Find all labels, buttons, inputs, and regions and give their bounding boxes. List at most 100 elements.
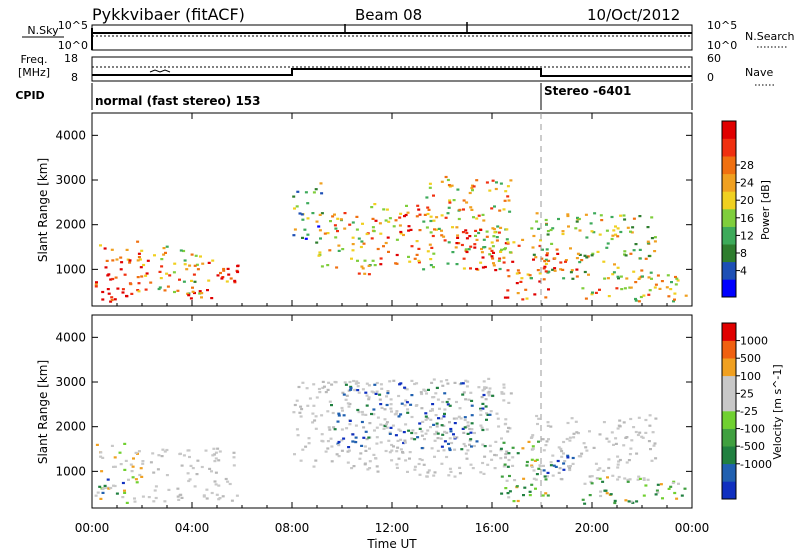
echo-cell <box>426 417 430 420</box>
echo-cell <box>567 465 570 468</box>
echo-cell <box>488 247 492 250</box>
echo-cell <box>637 277 641 280</box>
echo-cell <box>415 253 419 256</box>
echo-cell <box>99 451 103 454</box>
echo-cell <box>110 444 114 447</box>
echo-cell <box>370 206 374 209</box>
echo-cell <box>233 281 237 284</box>
echo-cell <box>490 255 494 258</box>
echo-cell <box>515 272 519 275</box>
echo-cell <box>616 455 620 458</box>
echo-cell <box>654 493 658 496</box>
echo-cell <box>378 222 382 225</box>
echo-cell <box>386 392 390 395</box>
echo-cell <box>367 398 371 401</box>
echo-cell <box>624 436 628 439</box>
echo-cell <box>607 440 611 443</box>
echo-cell <box>465 231 469 235</box>
echo-cell <box>351 433 355 436</box>
echo-cell <box>404 399 408 402</box>
echo-cell <box>465 250 469 254</box>
colorbar-cell <box>722 226 736 245</box>
echo-cell <box>644 418 648 422</box>
echo-cell <box>385 423 388 426</box>
echo-cell <box>448 448 452 452</box>
echo-cell <box>293 403 297 407</box>
echo-cell <box>448 404 452 407</box>
echo-cell <box>591 252 595 255</box>
echo-cell <box>419 391 423 394</box>
echo-cell <box>442 424 446 427</box>
echo-cell <box>385 421 389 424</box>
echo-cell <box>614 233 618 236</box>
echo-cell <box>363 463 367 466</box>
echo-cell <box>432 219 436 222</box>
echo-cell <box>208 467 212 470</box>
echo-cell <box>301 218 305 221</box>
echo-cell <box>373 264 377 267</box>
echo-cell <box>500 248 503 251</box>
echo-cell <box>511 456 515 459</box>
echo-cell <box>492 251 495 254</box>
echo-cell <box>564 260 567 263</box>
echo-cell <box>321 386 325 389</box>
echo-cell <box>306 217 310 220</box>
echo-cell <box>165 448 169 452</box>
echo-cell <box>443 440 447 443</box>
echo-cell <box>389 426 393 429</box>
echo-cell <box>139 467 143 470</box>
echo-cell <box>484 405 488 408</box>
echo-cell <box>545 475 549 478</box>
echo-cell <box>375 442 379 445</box>
echo-cell <box>236 270 240 274</box>
echo-cell <box>364 391 368 394</box>
echo-cell <box>482 472 486 475</box>
echo-cell <box>506 241 510 244</box>
echo-cell <box>411 429 415 432</box>
date-title: 10/Oct/2012 <box>587 6 680 24</box>
echo-cell <box>401 451 404 454</box>
echo-cell <box>535 212 539 215</box>
echo-cell <box>452 417 456 420</box>
echo-cell <box>350 257 353 260</box>
echo-cell <box>348 402 352 406</box>
echo-cell <box>134 478 138 481</box>
echo-cell <box>110 296 114 299</box>
echo-cell <box>477 214 481 217</box>
echo-cell <box>334 227 338 230</box>
echo-cell <box>106 478 110 481</box>
echo-cell <box>386 390 390 393</box>
echo-cell <box>340 428 344 431</box>
echo-cell <box>398 224 402 227</box>
echo-cell <box>584 446 588 449</box>
echo-cell <box>462 391 466 394</box>
echo-cell <box>425 226 429 229</box>
echo-cell <box>581 498 585 501</box>
echo-cell <box>293 453 296 456</box>
echo-cell <box>373 383 377 386</box>
echo-cell <box>546 421 550 424</box>
echo-cell <box>429 264 433 267</box>
freq-label: Freq. <box>20 53 47 66</box>
echo-cell <box>161 448 165 451</box>
echo-cell <box>423 213 427 216</box>
echo-cell <box>583 270 587 274</box>
echo-cell <box>156 468 160 471</box>
echo-cell <box>153 489 157 492</box>
echo-cell <box>355 228 359 231</box>
echo-cell <box>441 433 445 436</box>
echo-cell <box>176 487 180 490</box>
echo-cell <box>142 263 146 267</box>
echo-cell <box>339 218 343 221</box>
echo-cell <box>385 208 389 211</box>
echo-cell <box>353 388 357 391</box>
echo-cell <box>370 390 374 393</box>
echo-cell <box>648 414 652 417</box>
echo-cell <box>379 383 383 386</box>
echo-cell <box>395 463 399 466</box>
echo-cell <box>126 258 130 261</box>
echo-cell <box>575 268 579 271</box>
echo-cell <box>409 403 413 406</box>
echo-cell <box>379 423 383 426</box>
echo-cell <box>229 277 233 280</box>
